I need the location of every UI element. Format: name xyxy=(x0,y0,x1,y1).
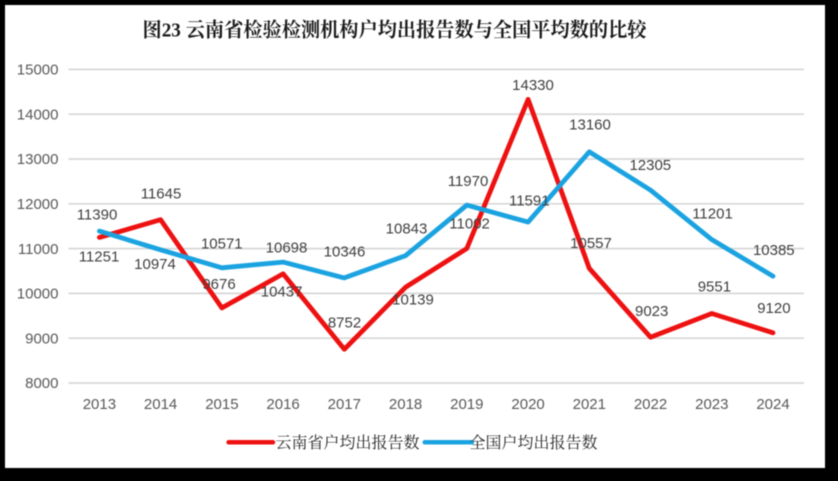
svg-text:2024: 2024 xyxy=(756,396,789,413)
svg-text:9551: 9551 xyxy=(698,278,731,295)
svg-text:2015: 2015 xyxy=(205,396,238,413)
svg-text:11201: 11201 xyxy=(692,206,733,223)
svg-text:13000: 13000 xyxy=(17,151,59,168)
svg-text:13160: 13160 xyxy=(569,117,611,134)
svg-text:2018: 2018 xyxy=(389,396,422,413)
svg-text:图23 云南省检验检测机构户均出报告数与全国平均数的比较: 图23 云南省检验检测机构户均出报告数与全国平均数的比较 xyxy=(143,18,649,42)
svg-text:11970: 11970 xyxy=(448,173,489,190)
svg-text:8752: 8752 xyxy=(328,315,361,332)
svg-text:全国户均出报告数: 全国户均出报告数 xyxy=(470,433,598,452)
svg-text:10385: 10385 xyxy=(753,242,795,259)
svg-text:2016: 2016 xyxy=(266,396,299,413)
svg-text:2023: 2023 xyxy=(695,396,728,413)
svg-text:9023: 9023 xyxy=(635,303,668,320)
svg-text:14330: 14330 xyxy=(512,77,554,94)
svg-text:2021: 2021 xyxy=(573,396,606,413)
svg-text:11251: 11251 xyxy=(79,248,120,265)
svg-text:11002: 11002 xyxy=(449,215,490,232)
svg-text:9000: 9000 xyxy=(25,330,58,347)
svg-text:2020: 2020 xyxy=(511,396,544,413)
svg-text:11000: 11000 xyxy=(18,241,59,258)
svg-text:9676: 9676 xyxy=(202,276,235,293)
svg-text:2017: 2017 xyxy=(328,396,361,413)
svg-text:12305: 12305 xyxy=(629,157,671,174)
svg-text:14000: 14000 xyxy=(17,106,59,123)
svg-text:10698: 10698 xyxy=(266,240,308,257)
svg-text:10557: 10557 xyxy=(570,235,612,252)
svg-text:2013: 2013 xyxy=(83,396,116,413)
svg-text:云南省户均出报告数: 云南省户均出报告数 xyxy=(276,433,420,452)
svg-text:11591: 11591 xyxy=(509,192,550,209)
svg-text:10139: 10139 xyxy=(392,292,434,309)
svg-text:10437: 10437 xyxy=(261,283,303,300)
svg-text:2014: 2014 xyxy=(144,396,177,413)
svg-text:10000: 10000 xyxy=(17,286,59,303)
svg-text:10571: 10571 xyxy=(201,235,243,252)
svg-text:11645: 11645 xyxy=(141,185,182,202)
svg-text:11390: 11390 xyxy=(77,206,118,223)
svg-text:15000: 15000 xyxy=(17,62,59,79)
svg-text:9120: 9120 xyxy=(757,300,790,317)
svg-text:2019: 2019 xyxy=(450,396,483,413)
svg-text:12000: 12000 xyxy=(17,196,59,213)
svg-text:10974: 10974 xyxy=(134,256,176,273)
svg-text:10346: 10346 xyxy=(324,244,366,261)
svg-text:8000: 8000 xyxy=(25,375,58,392)
svg-text:2022: 2022 xyxy=(634,396,667,413)
svg-text:10843: 10843 xyxy=(386,221,428,238)
